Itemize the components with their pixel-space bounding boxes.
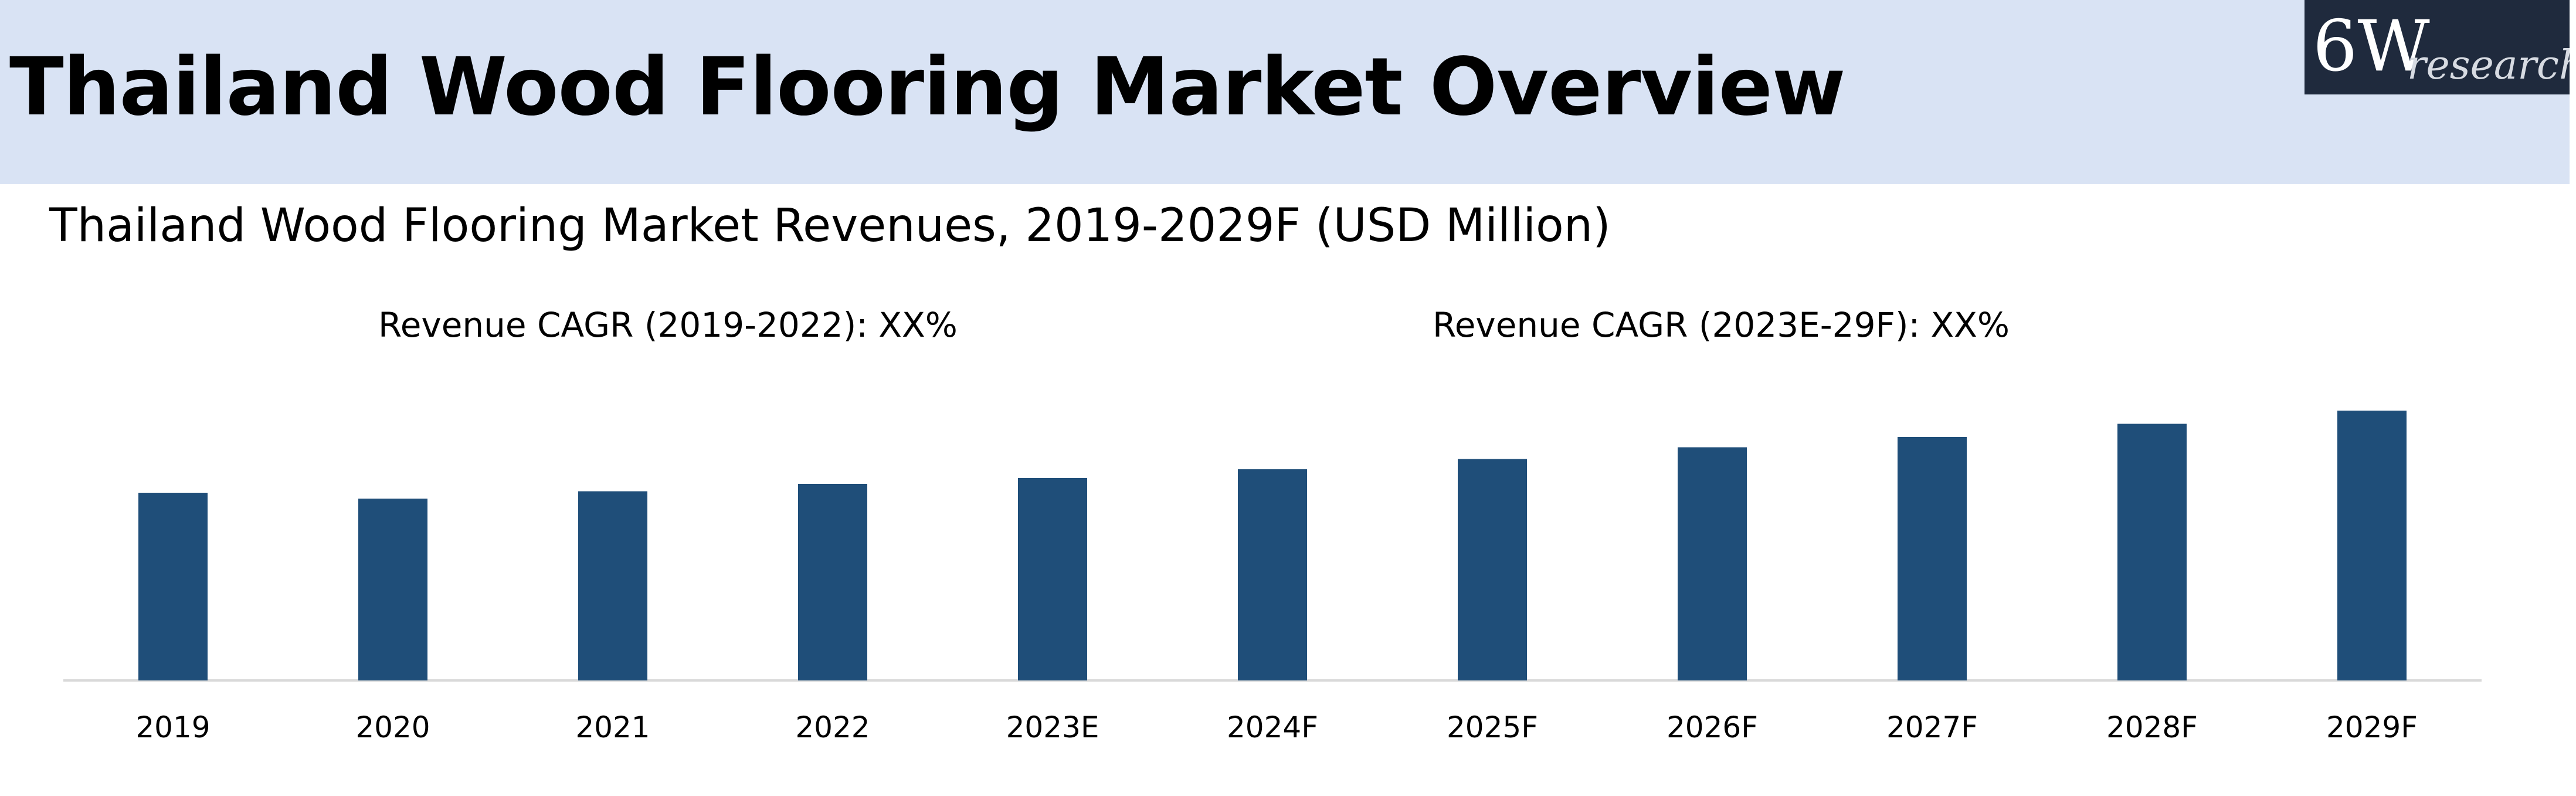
bar-2023E xyxy=(1018,478,1087,680)
bar-2026F xyxy=(1678,447,1747,680)
chart-title: Thailand Wood Flooring Market Revenues, … xyxy=(49,199,1611,252)
x-tick-label-2027F: 2027F xyxy=(1886,710,1978,744)
x-tick-label-2026F: 2026F xyxy=(1667,710,1758,744)
bar-2020 xyxy=(358,499,427,680)
header-band xyxy=(0,0,2570,184)
company-logo: 6W research xyxy=(2305,0,2570,94)
logo-sub-text: research xyxy=(2407,42,2570,89)
bar-2028F xyxy=(2117,424,2187,680)
page-title: Thailand Wood Flooring Market Overview xyxy=(9,41,1846,134)
bar-2022 xyxy=(798,484,867,680)
x-tick-label-2022: 2022 xyxy=(795,710,870,744)
x-tick-label-2023E: 2023E xyxy=(1006,710,1099,744)
bar-2021 xyxy=(578,491,647,680)
cagr-annotation-historic: Revenue CAGR (2019-2022): XX% xyxy=(378,305,958,345)
bar-2024F xyxy=(1238,469,1307,680)
x-tick-label-2028F: 2028F xyxy=(2106,710,2198,744)
x-tick-label-2019: 2019 xyxy=(135,710,210,744)
x-tick-label-2021: 2021 xyxy=(575,710,650,744)
logo-main-text: 6W xyxy=(2313,6,2430,87)
bar-2027F xyxy=(1898,437,1967,680)
bar-2029F xyxy=(2337,411,2407,680)
bar-2019 xyxy=(138,493,208,680)
x-tick-label-2029F: 2029F xyxy=(2326,710,2418,744)
x-tick-label-2024F: 2024F xyxy=(1227,710,1318,744)
cagr-annotation-forecast: Revenue CAGR (2023E-29F): XX% xyxy=(1433,305,2010,345)
bar-2025F xyxy=(1458,459,1527,680)
x-tick-label-2025F: 2025F xyxy=(1447,710,1538,744)
x-tick-label-2020: 2020 xyxy=(355,710,430,744)
